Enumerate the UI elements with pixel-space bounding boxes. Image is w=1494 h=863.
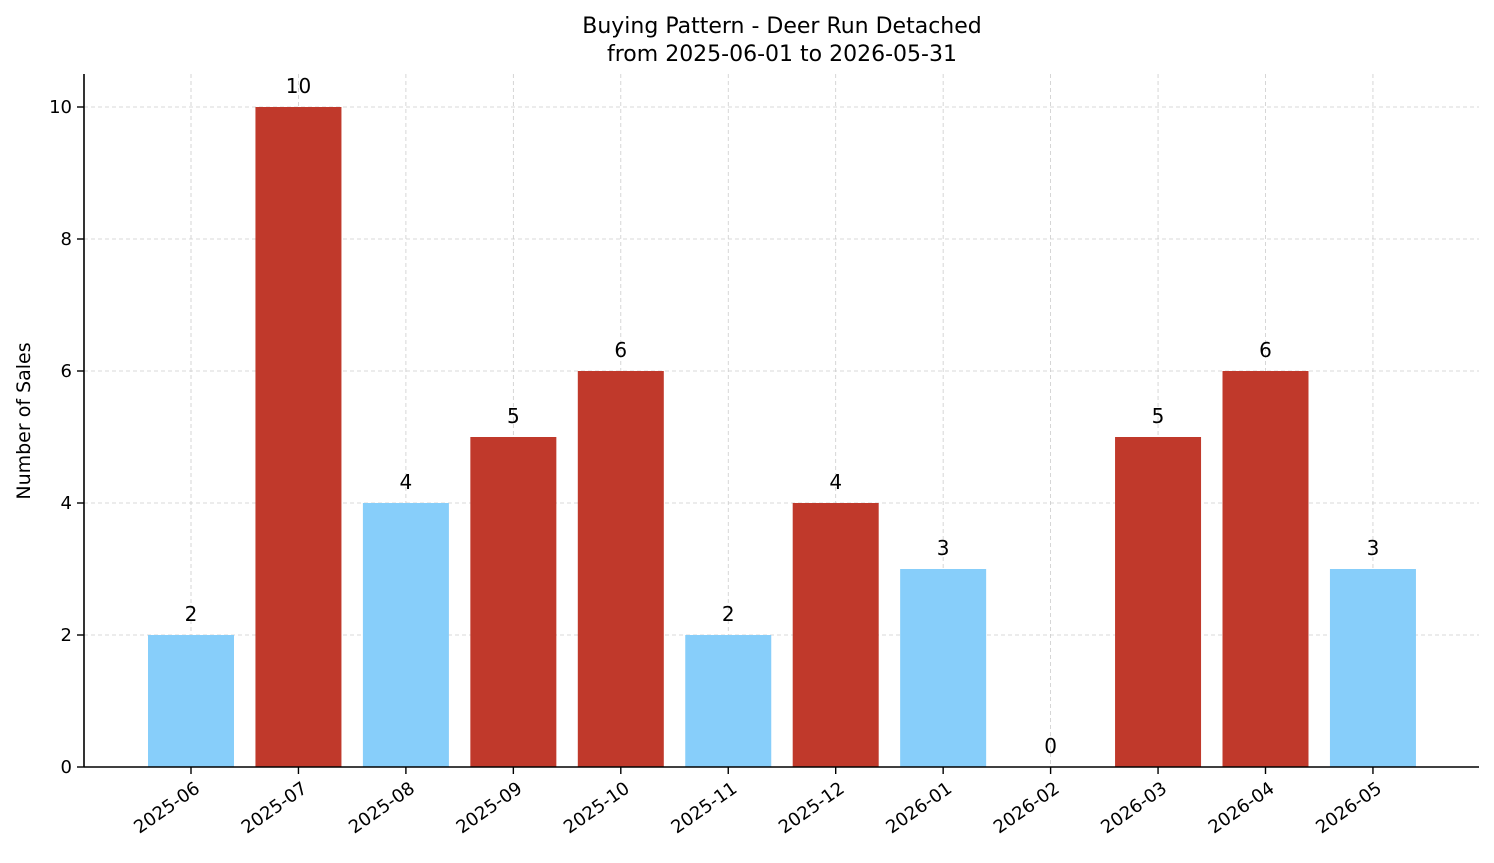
chart-title: Buying Pattern - Deer Run Detached bbox=[582, 14, 982, 39]
bar-2026-01 bbox=[900, 569, 987, 767]
bar-value-label: 5 bbox=[1152, 404, 1165, 428]
bar-value-label: 2 bbox=[722, 602, 735, 626]
y-tick-label: 4 bbox=[61, 493, 72, 514]
bar-value-label: 3 bbox=[937, 536, 950, 560]
y-tick-label: 6 bbox=[61, 361, 72, 382]
x-tick-label: 2026-03 bbox=[1097, 778, 1171, 838]
bar-value-label: 5 bbox=[507, 404, 520, 428]
bar-2025-08 bbox=[362, 503, 449, 767]
x-tick-label: 2026-01 bbox=[882, 778, 956, 838]
bar-2025-07 bbox=[255, 107, 342, 767]
bar-2025-11 bbox=[685, 635, 772, 767]
bar-2025-06 bbox=[148, 635, 234, 767]
bar-2025-09 bbox=[470, 437, 557, 767]
x-tick-label: 2026-05 bbox=[1312, 778, 1386, 838]
bar-value-label: 4 bbox=[400, 470, 413, 494]
x-tick-label: 2026-04 bbox=[1205, 778, 1279, 838]
bar-value-label: 2 bbox=[185, 602, 198, 626]
bar-2026-04 bbox=[1222, 371, 1309, 767]
bar-value-label: 0 bbox=[1044, 734, 1057, 758]
y-tick-label: 2 bbox=[61, 625, 72, 646]
bar-2025-10 bbox=[577, 371, 664, 767]
bar-2025-12 bbox=[792, 503, 879, 767]
x-tick-label: 2025-11 bbox=[667, 778, 741, 838]
y-tick-label: 8 bbox=[61, 229, 72, 250]
x-tick-label: 2026-02 bbox=[990, 778, 1064, 838]
bar-2026-03 bbox=[1115, 437, 1202, 767]
x-tick-label: 2025-12 bbox=[775, 778, 849, 838]
y-tick-label: 10 bbox=[49, 97, 72, 118]
y-axis-label: Number of Sales bbox=[13, 342, 35, 499]
bar-value-label: 10 bbox=[286, 74, 311, 98]
value-labels-layer: 2 10 4 5 6 2 4 3 0 5 6 3 bbox=[185, 74, 1380, 758]
bar-value-label: 3 bbox=[1367, 536, 1380, 560]
y-tick-label: 0 bbox=[61, 757, 72, 778]
x-tick-label: 2025-09 bbox=[453, 778, 527, 838]
bar-value-label: 4 bbox=[829, 470, 842, 494]
x-tick-label: 2025-10 bbox=[560, 778, 634, 838]
bar-value-label: 6 bbox=[614, 338, 627, 362]
bar-2026-05 bbox=[1329, 569, 1416, 767]
axes-layer bbox=[83, 74, 1479, 768]
bar-value-label: 6 bbox=[1259, 338, 1272, 362]
x-tick-label: 2025-07 bbox=[238, 778, 312, 838]
chart-subtitle: from 2025-06-01 to 2026-05-31 bbox=[607, 42, 957, 67]
bars-layer bbox=[148, 107, 1416, 767]
x-tick-label: 2025-08 bbox=[345, 778, 419, 838]
x-tick-label: 2025-06 bbox=[130, 778, 204, 838]
